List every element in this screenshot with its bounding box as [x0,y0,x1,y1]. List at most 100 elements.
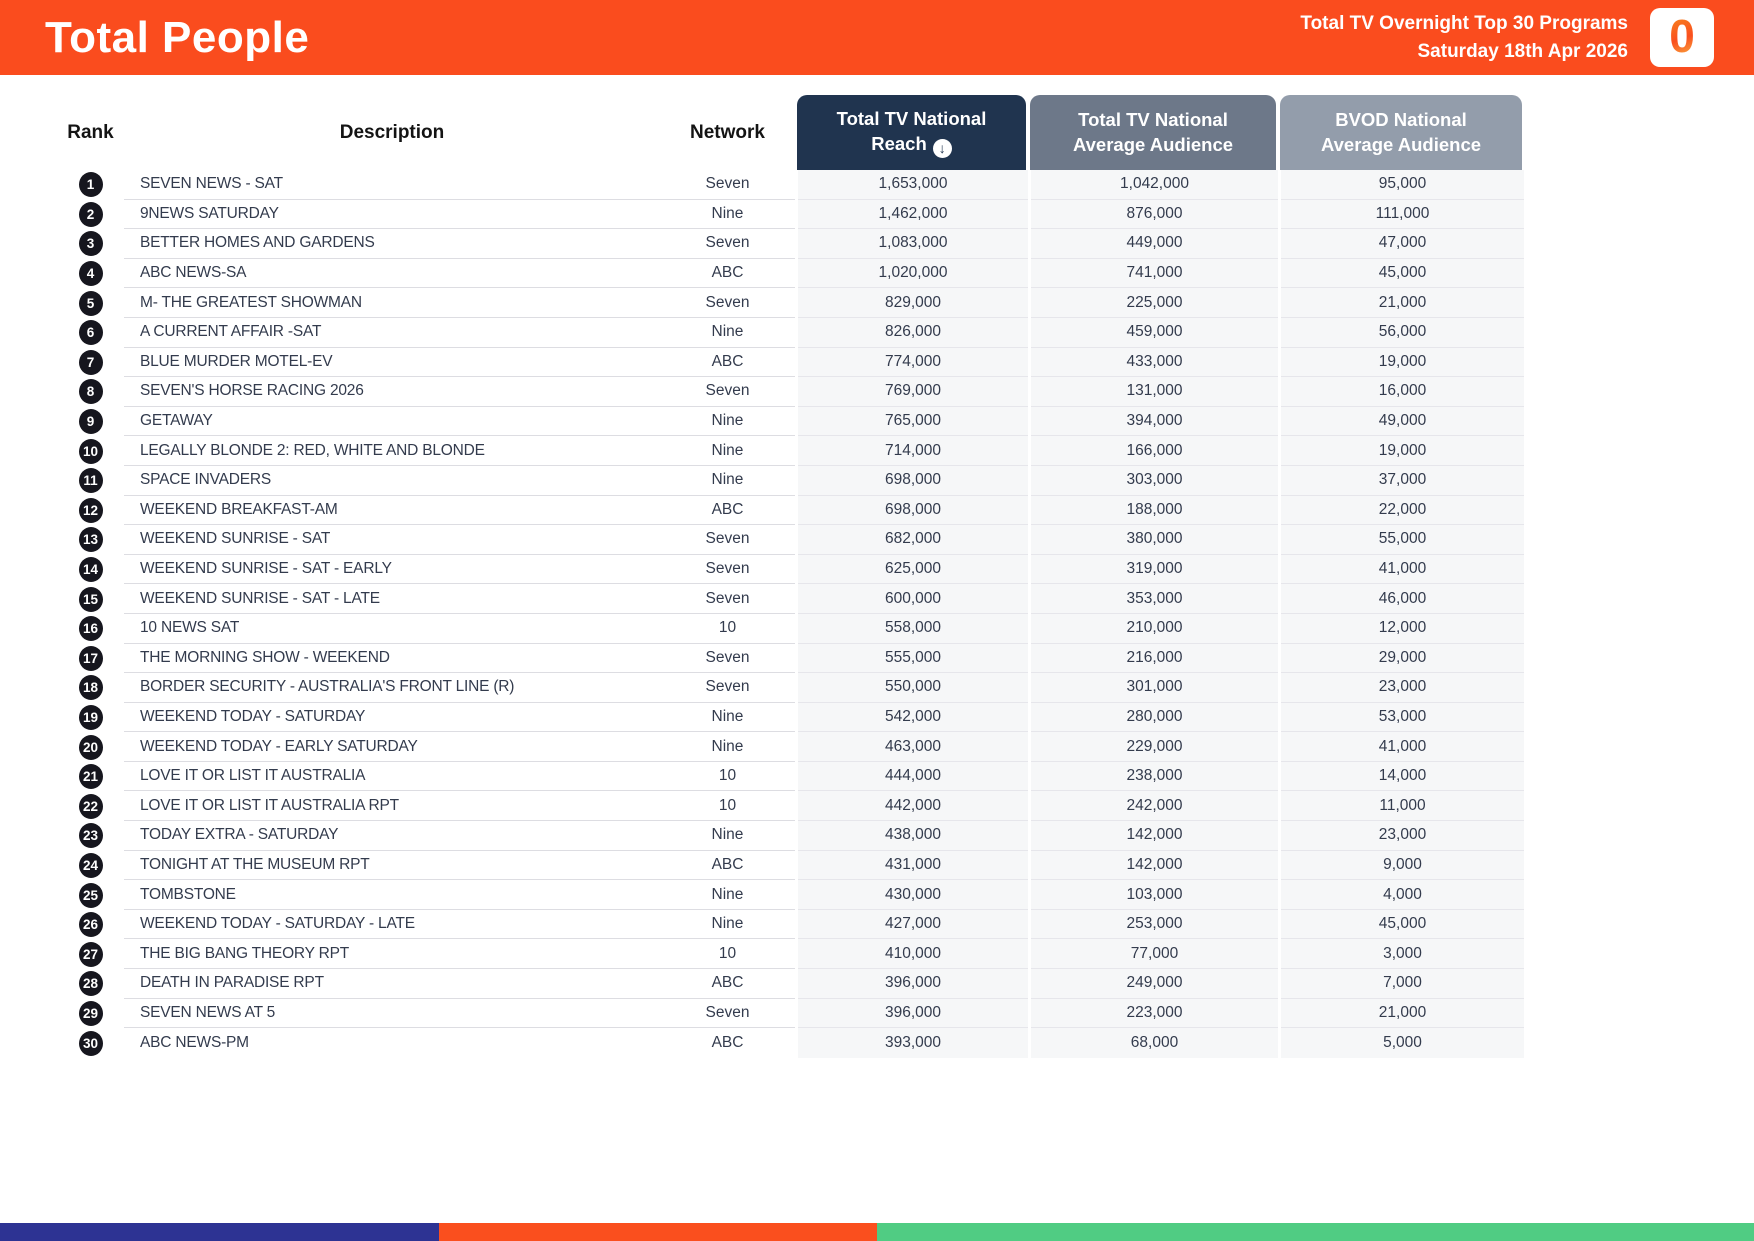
network-name: Seven [660,229,795,259]
bvod-national-avg-audience-value: 14,000 [1281,761,1524,792]
total-tv-national-avg-audience-value: 353,000 [1031,584,1278,614]
rank-cell: 9 [57,407,124,437]
rank-cell: 16 [57,614,124,644]
total-tv-national-reach-value: 769,000 [798,377,1028,407]
program-description: A CURRENT AFFAIR -SAT [124,318,660,348]
network-name: Seven [660,170,795,200]
avg-header-line2: Average Audience [1072,133,1234,155]
total-tv-national-avg-audience-value: 433,000 [1031,347,1278,378]
table-row: 11 SPACE INVADERS Nine 698,000 303,000 3… [57,465,1524,496]
total-tv-national-reach-value: 442,000 [798,791,1028,822]
network-name: ABC [660,969,795,999]
column-header-total-tv-reach[interactable]: Total TV National Reach ↓ [797,95,1026,170]
network-name: Seven [660,999,795,1029]
sort-descending-icon[interactable]: ↓ [932,138,952,158]
rank-cell: 1 [57,170,124,200]
program-description: BETTER HOMES AND GARDENS [124,229,660,259]
column-header-bvod-avg-audience[interactable]: BVOD National Average Audience [1280,95,1522,170]
rank-badge: 12 [78,497,103,523]
table-row: 29 SEVEN NEWS AT 5 Seven 396,000 223,000… [57,998,1524,1029]
program-description: SEVEN NEWS AT 5 [124,999,660,1029]
total-tv-national-avg-audience-value: 229,000 [1031,732,1278,762]
table-row: 7 BLUE MURDER MOTEL-EV ABC 774,000 433,0… [57,347,1524,378]
column-header-total-tv-avg-audience[interactable]: Total TV National Average Audience [1030,95,1276,170]
total-tv-national-reach-value: 774,000 [798,347,1028,378]
total-tv-national-avg-audience-value: 225,000 [1031,288,1278,318]
table-row: 13 WEEKEND SUNRISE - SAT Seven 682,000 3… [57,525,1524,555]
report-name: Total TV Overnight Top 30 Programs [1300,13,1628,34]
table-row: 21 LOVE IT OR LIST IT AUSTRALIA 10 444,0… [57,761,1524,792]
total-tv-national-reach-value: 444,000 [798,761,1028,792]
total-tv-national-avg-audience-value: 131,000 [1031,377,1278,407]
program-description: SPACE INVADERS [124,466,660,496]
rank-cell: 8 [57,377,124,407]
bvod-national-avg-audience-value: 45,000 [1281,258,1524,289]
total-tv-national-avg-audience-value: 68,000 [1031,1028,1278,1058]
total-tv-national-avg-audience-value: 380,000 [1031,525,1278,555]
rank-badge: 4 [78,261,103,287]
table-row: 12 WEEKEND BREAKFAST-AM ABC 698,000 188,… [57,495,1524,526]
table-row: 17 THE MORNING SHOW - WEEKEND Seven 555,… [57,643,1524,674]
table-row: 22 LOVE IT OR LIST IT AUSTRALIA RPT 10 4… [57,791,1524,822]
bvod-national-avg-audience-value: 47,000 [1281,229,1524,259]
rank-badge: 10 [78,438,103,464]
column-header-rank: Rank [67,121,114,143]
network-name: 10 [660,939,795,970]
rank-cell: 25 [57,880,124,910]
total-tv-national-reach-value: 550,000 [798,673,1028,703]
rank-badge: 24 [78,852,103,878]
total-tv-national-avg-audience-value: 319,000 [1031,554,1278,585]
total-tv-national-reach-value: 698,000 [798,495,1028,526]
total-tv-national-avg-audience-value: 449,000 [1031,229,1278,259]
rank-badge: 13 [78,527,103,553]
total-tv-national-avg-audience-value: 394,000 [1031,406,1278,437]
program-description: WEEKEND TODAY - SATURDAY - LATE [124,910,660,940]
rank-badge: 17 [78,645,103,671]
network-name: Nine [660,407,795,437]
table-body: 1 SEVEN NEWS - SAT Seven 1,653,000 1,042… [57,170,1524,1058]
program-description: SEVEN'S HORSE RACING 2026 [124,377,660,407]
network-name: Nine [660,436,795,466]
table-header-row: Rank Description Network Total TV Nation… [57,95,1524,170]
table-row: 14 WEEKEND SUNRISE - SAT - EARLY Seven 6… [57,554,1524,585]
network-name: Seven [660,377,795,407]
rank-badge: 18 [78,675,103,701]
total-tv-national-avg-audience-value: 242,000 [1031,791,1278,822]
rank-cell: 26 [57,910,124,940]
program-description: BLUE MURDER MOTEL-EV [124,348,660,378]
footer-color-stripe [0,1223,1754,1241]
bvod-national-avg-audience-value: 3,000 [1281,939,1524,970]
bvod-national-avg-audience-value: 4,000 [1281,880,1524,910]
rank-badge: 25 [78,882,103,908]
total-tv-national-reach-value: 1,083,000 [798,229,1028,259]
program-description: LOVE IT OR LIST IT AUSTRALIA [124,762,660,792]
rank-cell: 11 [57,466,124,496]
network-name: Seven [660,288,795,318]
rank-badge: 9 [78,409,103,435]
rank-badge: 8 [78,379,103,405]
rank-cell: 30 [57,1028,124,1058]
rank-badge: 7 [78,349,103,375]
program-description: SEVEN NEWS - SAT [124,170,660,200]
table-row: 9 GETAWAY Nine 765,000 394,000 49,000 [57,406,1524,437]
rank-badge: 1 [78,172,103,198]
total-tv-national-avg-audience-value: 741,000 [1031,258,1278,289]
total-tv-national-reach-value: 714,000 [798,436,1028,466]
bvod-national-avg-audience-value: 41,000 [1281,554,1524,585]
program-description: WEEKEND SUNRISE - SAT - EARLY [124,555,660,585]
total-tv-national-reach-value: 396,000 [798,998,1028,1029]
top-banner: Total People Total TV Overnight Top 30 P… [0,0,1754,75]
program-description: WEEKEND BREAKFAST-AM [124,496,660,526]
table-row: 3 BETTER HOMES AND GARDENS Seven 1,083,0… [57,229,1524,259]
table-row: 6 A CURRENT AFFAIR -SAT Nine 826,000 459… [57,317,1524,348]
table-row: 20 WEEKEND TODAY - EARLY SATURDAY Nine 4… [57,732,1524,762]
bvod-national-avg-audience-value: 95,000 [1281,170,1524,200]
bvod-national-avg-audience-value: 21,000 [1281,288,1524,318]
total-tv-national-reach-value: 1,020,000 [798,258,1028,289]
column-header-description: Description [339,121,445,143]
total-tv-national-reach-value: 765,000 [798,406,1028,437]
total-tv-national-avg-audience-value: 301,000 [1031,673,1278,703]
reach-header-line1: Total TV National [836,108,987,130]
total-tv-national-avg-audience-value: 876,000 [1031,199,1278,230]
bvod-national-avg-audience-value: 41,000 [1281,732,1524,762]
